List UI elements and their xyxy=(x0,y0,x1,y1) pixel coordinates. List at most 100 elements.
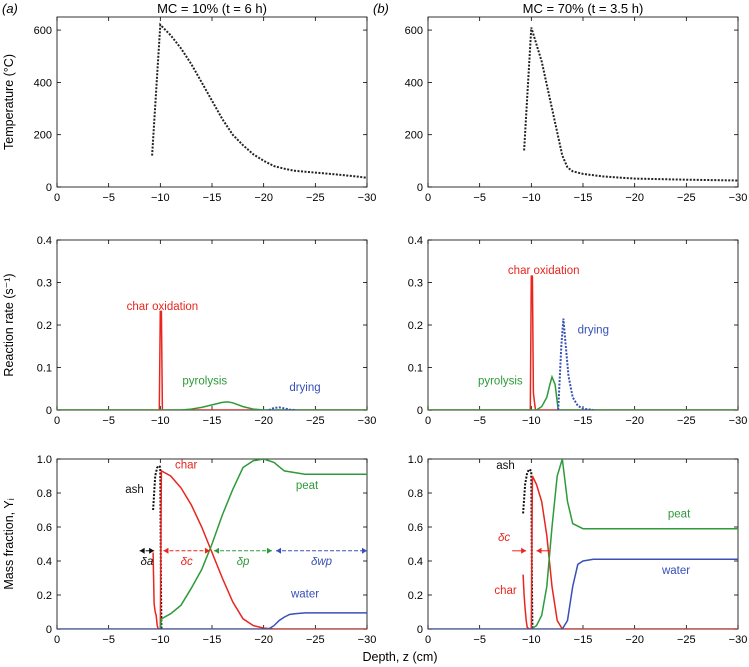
y-tick-label: 0 xyxy=(417,405,423,417)
series-line-char-oxidation xyxy=(428,275,738,410)
zone-arrowhead xyxy=(266,547,272,554)
x-tick-label: −15 xyxy=(203,415,222,427)
x-tick-label: −20 xyxy=(254,415,273,427)
x-tick-label: −10 xyxy=(151,192,170,204)
x-tick-label: −30 xyxy=(358,192,377,204)
x-tick-label: 0 xyxy=(54,415,60,427)
shared-x-axis-label: Depth, z (cm) xyxy=(362,650,437,664)
y-tick-label: 0.4 xyxy=(37,556,52,568)
annotation-label: water xyxy=(661,565,690,577)
x-tick-label: −30 xyxy=(358,634,377,646)
y-axis-label: Temperature (°C) xyxy=(2,54,16,150)
x-tick-label: −5 xyxy=(473,634,486,646)
x-tick-label: −25 xyxy=(306,415,325,427)
y-axis-label: Reaction rate (s⁻¹) xyxy=(2,273,16,376)
x-tick-label: −5 xyxy=(102,415,115,427)
zone-label: δwp xyxy=(276,547,367,568)
x-tick-label: −25 xyxy=(677,634,696,646)
chart-panel-3: 0 −5 −10 −15 −20 −25 −30 0 0.1 0.2 0.3 0.4 Reaction … xyxy=(2,235,376,427)
x-tick-label: −30 xyxy=(729,634,748,646)
zone-label-text: δwp xyxy=(311,556,333,568)
plot-frame xyxy=(427,458,739,630)
annotation-label: char xyxy=(494,585,517,597)
x-tick-label: −15 xyxy=(574,634,593,646)
series-line-drying xyxy=(268,406,295,410)
y-tick-label: 0 xyxy=(417,624,423,636)
panel-letter: (b) xyxy=(373,1,389,16)
annotation-label: ash xyxy=(496,460,515,472)
annotation-label: water xyxy=(290,589,319,601)
series-line-water xyxy=(428,558,738,629)
annotation-label: peat xyxy=(668,509,691,521)
panels: 0 −5 −10 −15 −20 −25 −30 0 200 400 600 MC = 10% (t … xyxy=(2,1,747,646)
x-tick-label: 0 xyxy=(425,415,431,427)
y-tick-label: 0.6 xyxy=(408,522,423,534)
annotation-label: char oxidation xyxy=(508,265,580,277)
zone-label-text: δp xyxy=(237,556,250,568)
y-tick-label: 0.4 xyxy=(408,235,423,247)
zone-arrowhead xyxy=(204,547,210,554)
x-tick-label: −10 xyxy=(151,415,170,427)
chart-panel-1: 0 −5 −10 −15 −20 −25 −30 0 200 400 600 MC = 10% (t … xyxy=(2,1,376,204)
series-line-peat xyxy=(530,459,738,629)
y-tick-label: 600 xyxy=(34,25,52,37)
zone-label-text: δa xyxy=(141,556,154,568)
x-tick-label: 0 xyxy=(425,192,431,204)
y-tick-label: 0.4 xyxy=(408,556,423,568)
x-tick-label: −5 xyxy=(473,192,486,204)
y-tick-label: 0 xyxy=(46,182,52,194)
y-tick-label: 0.8 xyxy=(408,488,423,500)
x-tick-label: −10 xyxy=(151,634,170,646)
series-line-pyrolysis xyxy=(428,374,738,410)
zone-arrowhead xyxy=(163,547,169,554)
zone-label: δa xyxy=(139,547,155,568)
x-tick-label: −25 xyxy=(677,192,696,204)
y-tick-label: 0.1 xyxy=(408,363,423,375)
annotation-label: char oxidation xyxy=(127,301,199,313)
y-tick-label: 200 xyxy=(34,130,52,142)
chart-panel-4: 0 −5 −10 −15 −20 −25 −30 0 0.1 0.2 0.3 0.4 char oxid… xyxy=(408,235,748,427)
y-tick-label: 0.3 xyxy=(37,278,52,290)
y-tick-label: 0.3 xyxy=(408,278,423,290)
plot-frame xyxy=(427,16,739,188)
x-tick-label: −10 xyxy=(522,634,541,646)
zone-label-text: δc xyxy=(498,532,510,544)
x-tick-label: −10 xyxy=(522,192,541,204)
series-line-water xyxy=(57,612,367,629)
zone-arrowhead xyxy=(362,547,367,554)
annotation-label: drying xyxy=(289,382,320,394)
annotation-label: pyrolysis xyxy=(182,376,227,388)
x-tick-label: −25 xyxy=(306,192,325,204)
x-tick-label: −30 xyxy=(358,415,377,427)
zone-label: δc xyxy=(498,532,551,554)
x-tick-label: 0 xyxy=(54,634,60,646)
y-tick-label: 0.2 xyxy=(37,590,52,602)
series-line-pyrolysis xyxy=(57,401,367,410)
x-tick-label: −5 xyxy=(102,192,115,204)
zone-label: δp xyxy=(214,547,272,568)
y-tick-label: 0 xyxy=(46,624,52,636)
x-tick-label: −5 xyxy=(473,415,486,427)
zone-arrowhead xyxy=(214,547,220,554)
y-tick-label: 0 xyxy=(417,182,423,194)
x-tick-label: −5 xyxy=(102,634,115,646)
y-tick-label: 400 xyxy=(405,77,423,89)
y-tick-label: 200 xyxy=(405,130,423,142)
series-line-char xyxy=(522,475,738,629)
y-tick-label: 0.2 xyxy=(37,320,52,332)
series-line-char-oxidation xyxy=(57,310,367,410)
x-tick-label: 0 xyxy=(425,634,431,646)
series-line-peat xyxy=(159,459,367,629)
x-tick-label: 0 xyxy=(54,192,60,204)
x-tick-label: −25 xyxy=(677,415,696,427)
series-line-temperature xyxy=(151,22,367,179)
x-tick-label: −20 xyxy=(254,634,273,646)
zone-arrowhead xyxy=(521,547,527,554)
zone-label: δc xyxy=(163,547,210,568)
zone-label-text: δc xyxy=(181,556,193,568)
y-tick-label: 0.1 xyxy=(37,363,52,375)
x-tick-label: −10 xyxy=(522,415,541,427)
zone-arrowhead xyxy=(276,547,282,554)
x-tick-label: −20 xyxy=(254,192,273,204)
